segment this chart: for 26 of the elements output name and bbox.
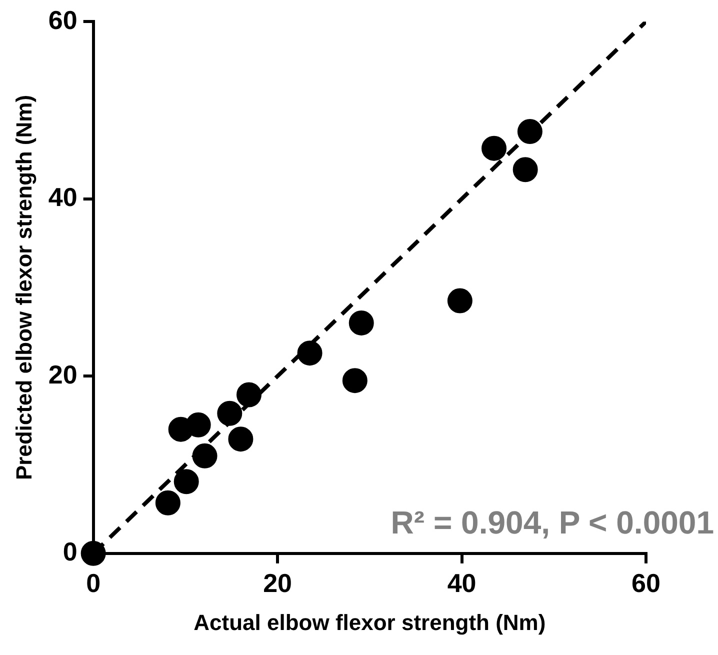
point: [512, 157, 538, 182]
y-tick-label: 60: [48, 4, 78, 35]
point: [297, 340, 322, 366]
point: [155, 490, 180, 516]
x-tick-label: 0: [86, 568, 101, 598]
point: [447, 288, 472, 314]
point: [217, 400, 242, 426]
point: [80, 540, 106, 566]
y-tick-label: 0: [62, 536, 78, 567]
y-tick-label: 20: [48, 359, 78, 390]
point: [348, 310, 374, 336]
y-axis-title: Predicted elbow flexor strength (Nm): [11, 94, 36, 480]
point: [236, 382, 262, 408]
point: [342, 368, 368, 394]
x-tick-label: 40: [447, 568, 476, 598]
point: [192, 443, 218, 468]
point: [228, 426, 254, 452]
x-tick-label: 60: [632, 568, 660, 598]
point: [517, 119, 542, 144]
point: [482, 136, 507, 161]
x-tick-label: 20: [263, 568, 292, 598]
y-tick-label: 40: [48, 182, 78, 212]
annotation: R² = 0.904, P < 0.0001: [390, 504, 714, 540]
point: [186, 412, 211, 438]
point: [174, 469, 199, 494]
x-axis-title: Actual elbow flexor strength (Nm): [194, 610, 546, 635]
